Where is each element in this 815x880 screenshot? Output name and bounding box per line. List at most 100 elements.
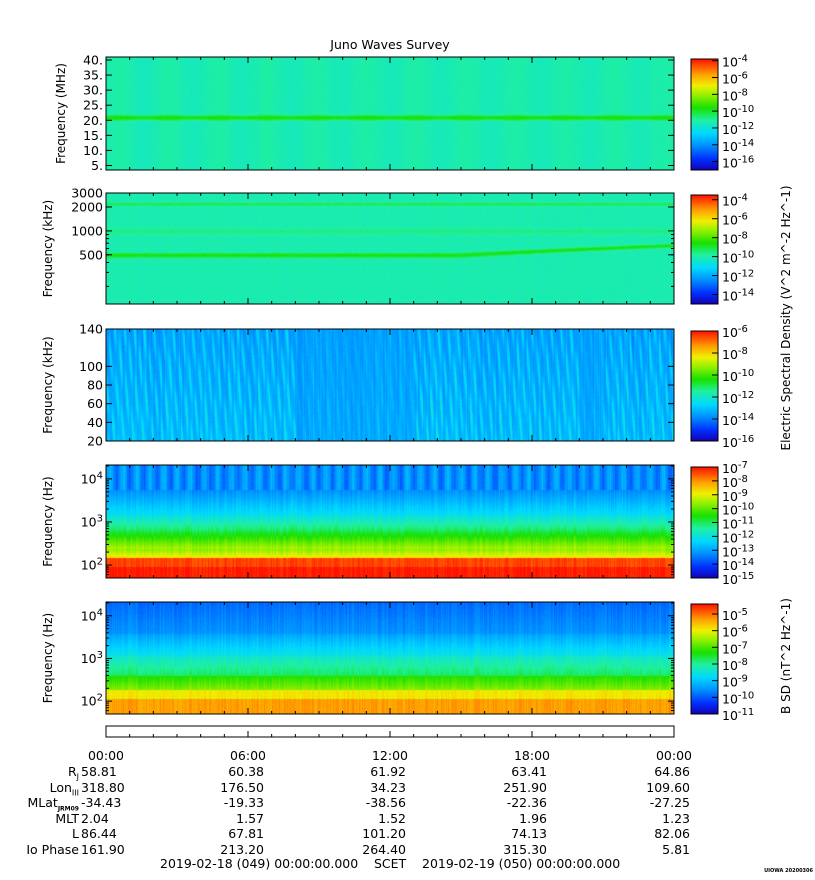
footer-end: 2019-02-19 (050) 00:00:00.000 (422, 856, 621, 871)
colorbar-tick-label: 10-5 (722, 607, 748, 623)
time-axis: 00:00 06:00 12:00 18:00 00:00 (88, 725, 692, 763)
colorbar-tick-label: 10-8 (722, 231, 748, 247)
colorbar-tick-label: 10-9 (722, 674, 748, 690)
ephemeris-value: 176.50 (220, 779, 264, 795)
colorbar-tick-label: 10-6 (722, 212, 748, 228)
colorbar-tick-label: 10-11 (722, 707, 754, 723)
colorbar-tick-label: 10-7 (722, 460, 748, 476)
time-tick-label: 00:00 (88, 748, 124, 763)
panel-hfr_high: 5.10.15.20.25.30.35.40. Frequency (MHz) 10… (54, 53, 754, 173)
ephemeris-value: 60.38 (228, 764, 264, 779)
y-tick-label: 20 (87, 434, 103, 449)
colorbar-tick-label: 10-13 (722, 543, 754, 559)
colorbar-tick-label: 10-11 (722, 516, 754, 532)
y-tick-label: 104 (81, 470, 103, 486)
colorbar-tick-label: 10-9 (722, 488, 748, 504)
y-tick-label: 140 (79, 322, 103, 337)
colorbar-tick-label: 10-12 (722, 390, 754, 406)
colorbar-title-electric: Electric Spectral Density (V^2 m^-2 Hz^-… (779, 185, 793, 450)
y-tick-label: 80 (87, 378, 103, 393)
ephemeris-value: 34.23 (370, 779, 406, 795)
ephemeris-value: 58.81 (81, 764, 117, 779)
ephemeris-value: 1.96 (519, 810, 547, 826)
y-tick-label: 104 (81, 607, 103, 623)
ephemeris-value: 61.92 (370, 764, 406, 779)
ephemeris-value: -22.36 (506, 795, 547, 811)
ephemeris-value: 101.20 (362, 826, 406, 842)
ephemeris-value: 109.60 (646, 779, 690, 795)
colorbar-tick-label: 10-6 (722, 624, 748, 640)
ephemeris-value: 1.23 (662, 810, 690, 826)
ephemeris-value: -34.43 (81, 795, 122, 811)
colorbar-tick-label: 10-16 (722, 434, 754, 450)
ephemeris-value: 2.04 (81, 810, 109, 826)
ephemeris-value: -38.56 (365, 795, 406, 811)
colorbar-tick-label: 10-12 (722, 269, 754, 285)
colorbar (690, 330, 719, 442)
colorbar (690, 58, 719, 171)
chart-title: Juno Waves Survey (329, 37, 450, 52)
y-tick-label: 3000 (71, 186, 103, 201)
colorbar-tick-label: 10-14 (722, 288, 754, 304)
y-tick-label: 15. (83, 128, 103, 143)
colorbar-tick-label: 10-10 (722, 690, 754, 706)
y-tick-label: 30. (83, 83, 103, 98)
spectrogram-image (106, 193, 674, 304)
y-tick-label: 102 (81, 693, 103, 709)
ephemeris-value: 82.06 (654, 826, 690, 842)
ephemeris-label: LonIII (49, 779, 79, 798)
y-tick-label: 103 (81, 513, 103, 529)
y-tick-label: 5. (91, 158, 103, 173)
colorbar-tick-label: 10-10 (722, 250, 754, 266)
spectrogram-image (106, 602, 674, 714)
colorbar-tick-label: 10-4 (722, 54, 748, 70)
ephemeris-value: -27.25 (649, 795, 690, 811)
ephemeris-label: MLatJRM09 (27, 795, 80, 813)
ephemeris-label: Io Phase (26, 842, 79, 857)
y-tick-label: 60 (87, 396, 103, 411)
y-axis-label: Frequency (kHz) (41, 336, 55, 433)
time-tick-label: 18:00 (514, 748, 550, 763)
panel-lfr_high: 20 40 60 80 100 140 Frequency (kHz) 10-6 10-8 10-… (41, 322, 754, 451)
colorbar-tick-label: 10-8 (722, 87, 748, 103)
footer-start: 2019-02-18 (049) 00:00:00.000 (160, 856, 359, 871)
y-axis-label: Frequency (kHz) (41, 200, 55, 297)
ephemeris-value: 251.90 (503, 779, 547, 795)
ephemeris-value: 1.52 (378, 810, 406, 826)
y-tick-label: 10. (83, 143, 103, 158)
spectrogram-image (106, 465, 674, 578)
ephemeris-label: MLT (55, 810, 79, 826)
colorbar-tick-label: 10-4 (722, 193, 748, 209)
ephemeris-label: RJ (67, 764, 79, 782)
colorbar-tick-label: 10-8 (722, 346, 748, 362)
colorbar (690, 194, 719, 305)
colorbar-tick-label: 10-15 (722, 571, 754, 587)
ephemeris-value: 63.41 (511, 764, 547, 779)
y-axis-label: Frequency (Hz) (41, 613, 55, 704)
ephemeris-value: 64.86 (654, 764, 690, 779)
y-tick-label: 25. (83, 98, 103, 113)
y-tick-label: 2000 (71, 199, 103, 214)
y-tick-label: 40. (83, 53, 103, 68)
colorbar-tick-label: 10-14 (722, 557, 754, 573)
footer-stamp: UIOWA 20200306 (764, 868, 813, 874)
y-tick-label: 35. (83, 68, 103, 83)
colorbar-tick-label: 10-16 (722, 155, 754, 171)
y-tick-label: 20. (83, 113, 103, 128)
ephemeris-value: 74.13 (511, 826, 547, 842)
colorbar-tick-label: 10-12 (722, 121, 754, 137)
time-tick-label: 12:00 (372, 748, 408, 763)
ephemeris-value: 213.20 (220, 842, 264, 857)
colorbar-tick-label: 10-12 (722, 529, 754, 545)
ephemeris-value: 5.81 (662, 842, 690, 857)
ephemeris-value: 161.90 (81, 842, 125, 857)
colorbar-tick-label: 10-7 (722, 640, 748, 656)
spectrogram-image (106, 57, 674, 170)
ephemeris-label: L (72, 826, 79, 842)
ephemeris-value: 67.81 (228, 826, 264, 842)
ephemeris-value: 264.40 (362, 842, 406, 857)
y-tick-label: 102 (81, 557, 103, 573)
